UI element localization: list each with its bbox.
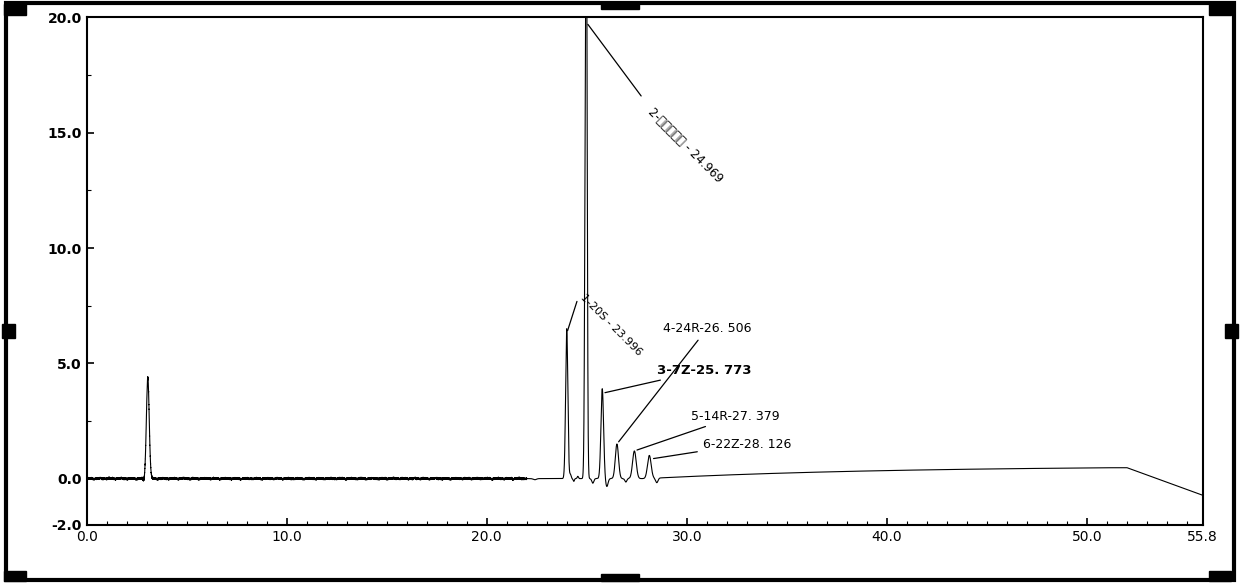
Text: 4-24R-26. 506: 4-24R-26. 506 <box>619 322 751 442</box>
Text: 3-7Z-25. 773: 3-7Z-25. 773 <box>605 364 751 393</box>
Text: 6-22Z-28. 126: 6-22Z-28. 126 <box>653 437 791 459</box>
Text: 2-活性维生素 - 24.969: 2-活性维生素 - 24.969 <box>645 105 724 185</box>
Text: 1-20S - 23.996: 1-20S - 23.996 <box>579 292 644 357</box>
Text: 5-14R-27. 379: 5-14R-27. 379 <box>637 410 780 450</box>
